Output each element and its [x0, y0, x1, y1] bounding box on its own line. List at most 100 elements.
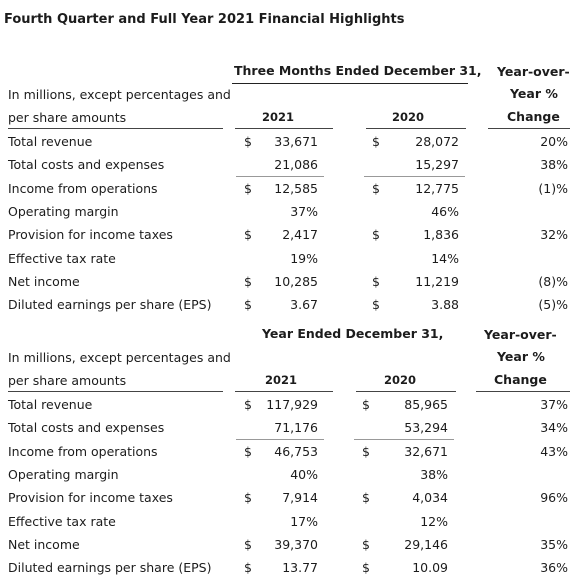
- value-2020: 3.88: [431, 297, 459, 312]
- year-header-2020: 2020: [392, 110, 425, 124]
- currency-symbol: $: [244, 537, 252, 552]
- year-header-2021: 2021: [262, 110, 295, 124]
- units-description-line1: In millions, except percentages and: [8, 350, 231, 365]
- currency-symbol: $: [372, 181, 380, 196]
- value-2020: 15,297: [415, 157, 459, 172]
- value-2021: 37%: [290, 204, 318, 219]
- yoy-header-line3: Change: [494, 372, 547, 387]
- value-2021: 117,929: [266, 397, 318, 412]
- header-rule-2020: [366, 128, 466, 129]
- yoy-header-line2: Year %: [510, 86, 558, 101]
- yoy-change: 43%: [540, 444, 568, 459]
- value-2020: 38%: [420, 467, 448, 482]
- row-label: Net income: [8, 537, 80, 552]
- yoy-change: 36%: [540, 560, 568, 575]
- currency-symbol: $: [244, 397, 252, 412]
- row-label: Total revenue: [8, 134, 93, 149]
- row-label: Total costs and expenses: [8, 157, 165, 172]
- currency-symbol: $: [244, 490, 252, 505]
- row-label: Operating margin: [8, 467, 119, 482]
- value-2021: 21,086: [274, 157, 318, 172]
- row-label: Total revenue: [8, 397, 93, 412]
- row-label: Net income: [8, 274, 80, 289]
- currency-symbol: $: [244, 181, 252, 196]
- currency-symbol: $: [244, 444, 252, 459]
- currency-symbol: $: [362, 537, 370, 552]
- value-2020: 4,034: [412, 490, 448, 505]
- row-label: Effective tax rate: [8, 251, 116, 266]
- row-label: Total costs and expenses: [8, 420, 165, 435]
- units-description-line1: In millions, except percentages and: [8, 87, 231, 102]
- currency-symbol: $: [244, 297, 252, 312]
- yoy-change: 35%: [540, 537, 568, 552]
- currency-symbol: $: [244, 227, 252, 242]
- yoy-change: 32%: [540, 227, 568, 242]
- subtotal-rule: [236, 439, 324, 440]
- period-header-underline: [232, 83, 468, 84]
- value-2020: 14%: [431, 251, 459, 266]
- yoy-change: 96%: [540, 490, 568, 505]
- value-2021: 71,176: [274, 420, 318, 435]
- header-rule-label: [8, 391, 223, 392]
- header-rule-2020: [356, 391, 456, 392]
- yoy-change: (8)%: [538, 274, 568, 289]
- value-2020: 12,775: [415, 181, 459, 196]
- yoy-change: 38%: [540, 157, 568, 172]
- subtotal-rule: [354, 439, 454, 440]
- currency-symbol: $: [362, 397, 370, 412]
- subtotal-rule: [236, 176, 324, 177]
- currency-symbol: $: [362, 444, 370, 459]
- value-2021: 39,370: [274, 537, 318, 552]
- currency-symbol: $: [372, 134, 380, 149]
- currency-symbol: $: [362, 490, 370, 505]
- year-header-2020: 2020: [384, 373, 417, 387]
- value-2020: 53,294: [404, 420, 448, 435]
- yoy-change: 34%: [540, 420, 568, 435]
- units-description-line2: per share amounts: [8, 373, 127, 388]
- value-2020: 12%: [420, 514, 448, 529]
- row-label: Income from operations: [8, 444, 158, 459]
- header-rule-change: [476, 391, 570, 392]
- period-header-quarter: Three Months Ended December 31,: [234, 63, 482, 78]
- yoy-header-line1: Year-over-: [497, 64, 570, 79]
- period-header-year: Year Ended December 31,: [262, 326, 444, 341]
- value-2021: 33,671: [274, 134, 318, 149]
- value-2021: 19%: [290, 251, 318, 266]
- value-2020: 1,836: [423, 227, 459, 242]
- subtotal-rule: [364, 176, 465, 177]
- year-header-2021: 2021: [265, 373, 298, 387]
- header-rule-2021: [235, 391, 333, 392]
- yoy-change: (5)%: [538, 297, 568, 312]
- value-2021: 17%: [290, 514, 318, 529]
- row-label: Provision for income taxes: [8, 490, 173, 505]
- value-2021: 40%: [290, 467, 318, 482]
- currency-symbol: $: [244, 274, 252, 289]
- value-2021: 46,753: [274, 444, 318, 459]
- row-label: Effective tax rate: [8, 514, 116, 529]
- value-2020: 10.09: [412, 560, 448, 575]
- value-2021: 13.77: [282, 560, 318, 575]
- currency-symbol: $: [372, 274, 380, 289]
- row-label: Diluted earnings per share (EPS): [8, 560, 212, 575]
- yoy-header-line1: Year-over-: [484, 327, 557, 342]
- row-label: Diluted earnings per share (EPS): [8, 297, 212, 312]
- value-2020: 29,146: [404, 537, 448, 552]
- value-2020: 11,219: [415, 274, 459, 289]
- currency-symbol: $: [244, 134, 252, 149]
- yoy-header-line2: Year %: [497, 349, 545, 364]
- yoy-header-line3: Change: [507, 109, 560, 124]
- currency-symbol: $: [372, 297, 380, 312]
- currency-symbol: $: [372, 227, 380, 242]
- currency-symbol: $: [244, 560, 252, 575]
- row-label: Provision for income taxes: [8, 227, 173, 242]
- yoy-change: 20%: [540, 134, 568, 149]
- value-2020: 28,072: [415, 134, 459, 149]
- header-rule-label: [8, 128, 223, 129]
- header-rule-change: [488, 128, 570, 129]
- value-2021: 10,285: [274, 274, 318, 289]
- row-label: Income from operations: [8, 181, 158, 196]
- units-description-line2: per share amounts: [8, 110, 127, 125]
- yoy-change: 37%: [540, 397, 568, 412]
- currency-symbol: $: [362, 560, 370, 575]
- value-2021: 2,417: [282, 227, 318, 242]
